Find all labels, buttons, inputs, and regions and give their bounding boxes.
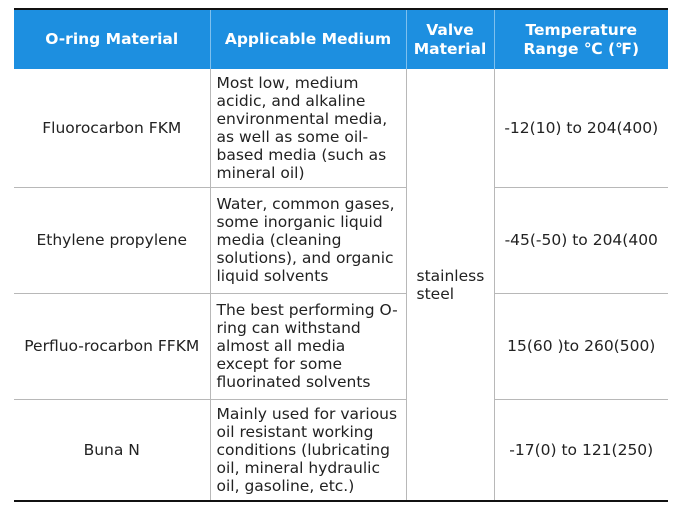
medium-cell: Mainly used for various oil resistant wo…: [210, 399, 407, 502]
table-row: Fluorocarbon FKM Most low, medium acidic…: [14, 69, 668, 502]
table-row: Buna N Mainly used for various oil resis…: [14, 399, 668, 502]
header-temperature-range: Temperature Range ℃ (℉): [494, 8, 668, 69]
material-cell: Ethylene propylene: [14, 187, 211, 294]
table-row: Ethylene propylene Water, common gases, …: [14, 187, 668, 294]
medium-cell: Most low, medium acidic, and alkaline en…: [210, 69, 407, 188]
material-table-container: O-ring Material Applicable Medium Valve …: [14, 8, 668, 502]
material-cell: Perfluo-rocarbon FFKM: [14, 293, 211, 400]
medium-cell: The best performing O-ring can withstand…: [210, 293, 407, 400]
valve-material-cell: stainless steel: [406, 69, 495, 502]
temperature-cell: -45(-50) to 204(400: [494, 187, 668, 294]
header-oring-material: O-ring Material: [14, 8, 211, 69]
table-row: Perfluo-rocarbon FFKM The best performin…: [14, 293, 668, 400]
header-valve-material: Valve Material: [406, 8, 495, 69]
table-header: O-ring Material Applicable Medium Valve …: [14, 8, 668, 69]
temperature-cell: -12(10) to 204(400): [494, 69, 668, 188]
material-cell: Buna N: [14, 399, 211, 502]
temperature-cell: 15(60 )to 260(500): [494, 293, 668, 400]
medium-cell: Water, common gases, some inorganic liqu…: [210, 187, 407, 294]
header-applicable-medium: Applicable Medium: [210, 8, 407, 69]
temperature-cell: -17(0) to 121(250): [494, 399, 668, 502]
header-row: O-ring Material Applicable Medium Valve …: [14, 8, 668, 69]
material-cell: Fluorocarbon FKM: [14, 69, 211, 188]
table-body: Fluorocarbon FKM Most low, medium acidic…: [14, 69, 668, 502]
oring-material-table: O-ring Material Applicable Medium Valve …: [14, 8, 668, 502]
